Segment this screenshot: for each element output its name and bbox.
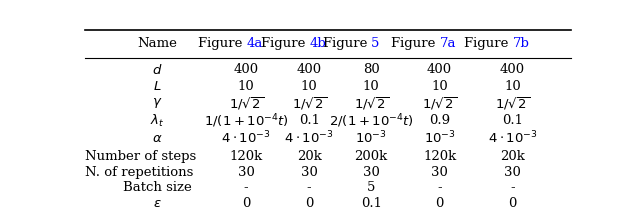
Text: $4 \cdot 10^{-3}$: $4 \cdot 10^{-3}$ [221,130,271,146]
Text: 10: 10 [363,80,380,93]
Text: $1/\sqrt{2}$: $1/\sqrt{2}$ [292,95,326,112]
Text: 400: 400 [296,64,322,76]
Text: 0: 0 [242,197,250,210]
Text: $\alpha$: $\alpha$ [152,132,162,145]
Text: 10: 10 [238,80,255,93]
Text: 5: 5 [367,181,375,194]
Text: 0: 0 [435,197,444,210]
Text: 0.9: 0.9 [429,114,450,127]
Text: -: - [244,181,248,194]
Text: 0.1: 0.1 [361,197,381,210]
Text: Figure: Figure [198,37,246,50]
Text: 30: 30 [504,166,521,179]
Text: N. of repetitions: N. of repetitions [85,166,193,179]
Text: 30: 30 [301,166,317,179]
Text: 0: 0 [508,197,516,210]
Text: $\varepsilon$: $\varepsilon$ [152,197,161,210]
Text: Figure: Figure [464,37,513,50]
Text: -: - [437,181,442,194]
Text: Name: Name [137,37,177,50]
Text: 0: 0 [305,197,314,210]
Text: $1/\sqrt{2}$: $1/\sqrt{2}$ [354,95,388,112]
Text: 120k: 120k [230,150,263,163]
Text: 4b: 4b [309,37,326,50]
Text: $4 \cdot 10^{-3}$: $4 \cdot 10^{-3}$ [284,130,334,146]
Text: $2/(1+10^{-4}t)$: $2/(1+10^{-4}t)$ [329,112,413,130]
Text: 30: 30 [237,166,255,179]
Text: Batch size: Batch size [122,181,191,194]
Text: $1/\sqrt{2}$: $1/\sqrt{2}$ [495,95,530,112]
Text: 30: 30 [363,166,380,179]
Text: -: - [510,181,515,194]
Text: $L$: $L$ [152,80,161,93]
Text: 20k: 20k [500,150,525,163]
Text: $d$: $d$ [152,63,162,77]
Text: 20k: 20k [297,150,321,163]
Text: 10: 10 [301,80,317,93]
Text: 400: 400 [427,64,452,76]
Text: Number of steps: Number of steps [85,150,196,163]
Text: $\gamma$: $\gamma$ [152,96,162,110]
Text: 80: 80 [363,64,380,76]
Text: 0.1: 0.1 [299,114,319,127]
Text: $1/\sqrt{2}$: $1/\sqrt{2}$ [228,95,264,112]
Text: Figure: Figure [260,37,309,50]
Text: 7a: 7a [440,37,456,50]
Text: 120k: 120k [423,150,456,163]
Text: 4a: 4a [246,37,262,50]
Text: 10: 10 [431,80,448,93]
Text: 400: 400 [500,64,525,76]
Text: $1/\sqrt{2}$: $1/\sqrt{2}$ [422,95,457,112]
Text: $\lambda_t$: $\lambda_t$ [150,113,164,129]
Text: 0.1: 0.1 [502,114,523,127]
Text: Figure: Figure [391,37,440,50]
Text: 7b: 7b [513,37,529,50]
Text: 200k: 200k [355,150,388,163]
Text: $1/(1+10^{-4}t)$: $1/(1+10^{-4}t)$ [204,112,289,130]
Text: 30: 30 [431,166,448,179]
Text: 400: 400 [234,64,259,76]
Text: 5: 5 [371,37,380,50]
Text: $10^{-3}$: $10^{-3}$ [355,130,387,146]
Text: $4 \cdot 10^{-3}$: $4 \cdot 10^{-3}$ [488,130,538,146]
Text: $10^{-3}$: $10^{-3}$ [424,130,456,146]
Text: 10: 10 [504,80,521,93]
Text: -: - [307,181,312,194]
Text: Figure: Figure [323,37,371,50]
